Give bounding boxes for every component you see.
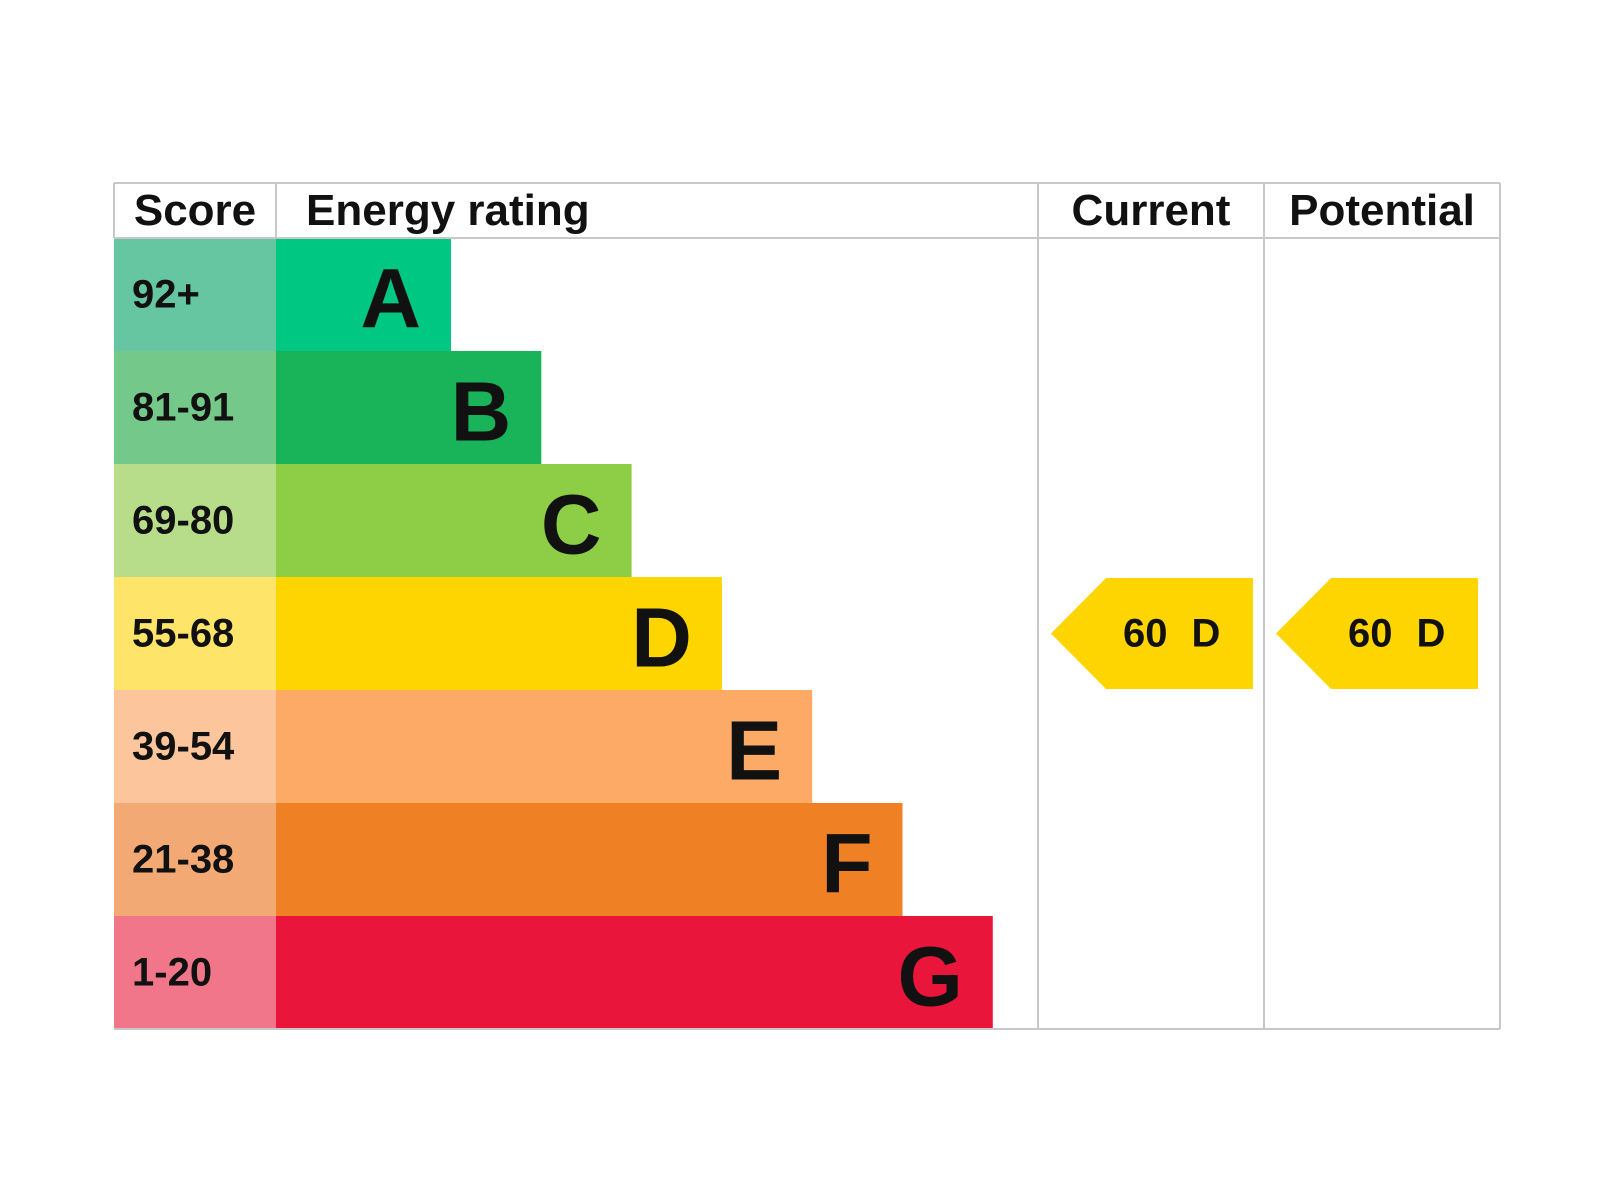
score-label: 21-38 [132,838,234,882]
band-letter: A [360,252,421,346]
potential-score: 60 [1348,612,1393,656]
band-letter: E [726,704,782,798]
score-cell [114,803,276,916]
band-bar [276,577,722,690]
band-letter: D [631,591,692,685]
score-label: 39-54 [132,725,235,769]
score-cell [114,916,276,1029]
score-label: 81-91 [132,386,234,430]
current-arrow [1051,578,1253,689]
current-score: 60 [1123,612,1168,656]
potential-band: D [1417,612,1446,656]
score-cell [114,238,276,351]
score-label: 1-20 [132,951,212,995]
current-band: D [1192,612,1221,656]
header-current: Current [1072,186,1231,235]
band-bar [276,351,542,464]
score-label: 69-80 [132,499,234,543]
band-bar [276,238,451,351]
score-label: 55-68 [132,612,234,656]
band-bar [276,464,632,577]
band-letter: F [821,817,872,911]
score-cell [114,464,276,577]
band-bar [276,690,813,803]
band-letter: C [541,478,602,572]
header-rating: Energy rating [306,186,590,235]
score-cell [114,690,276,803]
band-bar [276,803,903,916]
score-cell [114,577,276,690]
score-cell [114,351,276,464]
score-label: 92+ [132,273,200,317]
header-potential: Potential [1289,186,1475,235]
band-letter: B [451,365,512,459]
band-bar [276,916,993,1029]
band-letter: G [897,930,962,1024]
header-score: Score [134,186,256,235]
potential-arrow [1276,578,1478,689]
